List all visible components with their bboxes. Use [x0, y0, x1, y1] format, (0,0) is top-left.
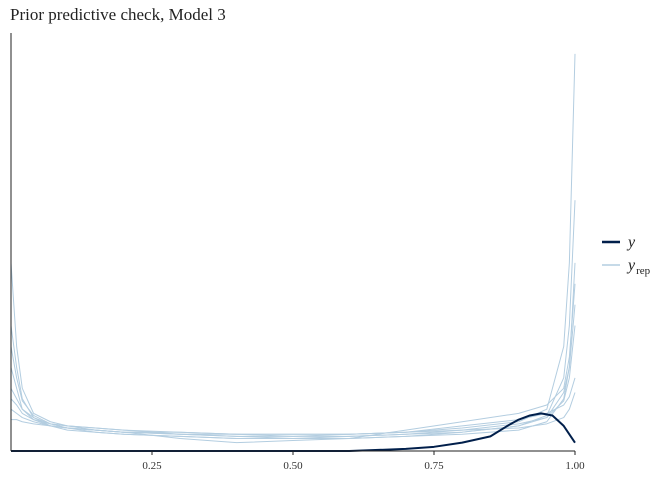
series-line-yrep-1	[10, 53, 576, 435]
x-axis: 0.25 0.50 0.75 1.00	[11, 450, 585, 472]
x-tick-label: 0.75	[424, 460, 444, 472]
x-tick-label: 0.25	[142, 460, 162, 472]
legend-label-0: y	[626, 234, 636, 251]
x-tick-label: 0.50	[283, 460, 303, 472]
series-line-yrep-3	[10, 283, 576, 444]
plot-area	[10, 53, 576, 452]
legend-label-main-1: y	[626, 257, 636, 274]
legend-label-main-0: y	[626, 234, 636, 251]
series-line-yrep-8	[10, 262, 576, 439]
chart-title: Prior predictive check, Model 3	[10, 5, 226, 24]
series-line-yrep-7	[11, 392, 576, 435]
series-line-yrep-2	[10, 200, 576, 439]
x-tick-label: 1.00	[565, 460, 585, 472]
series-line-yrep-5	[10, 304, 576, 439]
legend-label-1: yrep	[626, 257, 651, 277]
legend-label-subscript-1: rep	[636, 265, 651, 277]
series-line-yrep-6	[10, 377, 576, 437]
series-line-yrep-4	[10, 325, 576, 437]
